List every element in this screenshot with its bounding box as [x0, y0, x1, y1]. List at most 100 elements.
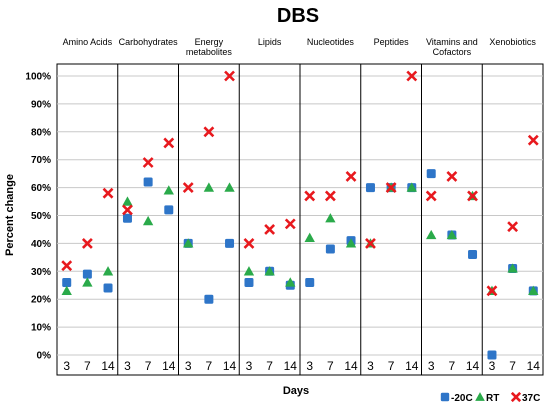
x-tick-label: 3 — [185, 359, 192, 373]
x-tick-label: 7 — [327, 359, 334, 373]
data-point-triangle — [264, 266, 275, 276]
legend-marker-triangle — [475, 392, 485, 401]
legend-label: -20C — [451, 393, 473, 404]
x-tick-label: 3 — [124, 359, 131, 373]
data-point-square — [62, 277, 72, 287]
legend-label: 37C — [522, 393, 540, 404]
y-tick-label: 80% — [31, 127, 51, 138]
data-point-triangle — [102, 266, 114, 276]
x-tick-label: 14 — [162, 359, 176, 373]
data-point-cross — [467, 190, 478, 202]
x-tick-label: 3 — [306, 359, 313, 373]
y-tick-label: 70% — [31, 155, 51, 166]
data-point-square — [365, 183, 375, 193]
category-label: Nucleotides — [307, 37, 355, 47]
data-point-cross — [224, 70, 235, 82]
data-point-triangle — [61, 285, 72, 295]
category-label: Vitamins and — [426, 37, 478, 47]
data-point-cross — [142, 157, 154, 168]
data-point-triangle — [325, 213, 336, 223]
data-point-triangle — [304, 232, 315, 242]
data-point-cross — [182, 182, 194, 194]
legend-marker-square — [440, 392, 450, 402]
data-point-triangle — [163, 185, 174, 195]
y-tick-labels: 0% 10% 20% 30% 40% 50% 60% 70% 80% 90% 100% — [25, 72, 51, 362]
x-tick-label: 14 — [405, 359, 419, 373]
data-point-triangle — [426, 229, 437, 240]
data-point-cross — [527, 134, 539, 146]
y-tick-label: 20% — [31, 295, 51, 306]
x-tick-label: 7 — [145, 359, 152, 373]
data-point-cross — [486, 285, 498, 297]
data-point-triangle — [243, 266, 255, 276]
data-point-triangle — [446, 229, 458, 240]
data-point-cross — [81, 237, 93, 249]
x-axis-label: Days — [283, 385, 309, 397]
y-tick-label: 50% — [31, 211, 51, 222]
data-points — [61, 70, 539, 360]
data-point-square — [164, 205, 174, 215]
data-point-square — [204, 294, 214, 304]
category-label: Carbohydrates — [119, 37, 179, 47]
data-point-triangle — [82, 277, 93, 287]
data-point-triangle — [122, 196, 133, 206]
data-point-cross — [425, 190, 437, 202]
x-tick-label: 7 — [206, 359, 213, 373]
category-label: Xenobiotics — [489, 37, 536, 47]
y-tick-label: 0% — [37, 351, 52, 362]
data-point-cross — [385, 182, 397, 194]
data-point-square — [244, 277, 254, 287]
data-point-triangle — [224, 182, 235, 192]
data-point-cross — [507, 221, 519, 233]
y-tick-label: 10% — [31, 323, 51, 334]
data-point-triangle — [285, 277, 296, 287]
x-tick-label: 7 — [449, 359, 456, 373]
x-tick-label: 7 — [388, 359, 395, 373]
x-tick-label: 14 — [223, 359, 237, 373]
x-tick-label: 14 — [284, 359, 298, 373]
data-point-triangle — [507, 263, 518, 273]
x-tick-label: 3 — [489, 359, 496, 373]
y-tick-label: 90% — [31, 99, 51, 110]
data-point-triangle — [183, 238, 194, 248]
x-tick-label: 14 — [101, 359, 115, 373]
data-point-triangle — [406, 182, 417, 192]
x-tick-label: 7 — [266, 359, 273, 373]
category-label: Peptides — [374, 37, 410, 47]
data-point-cross — [446, 171, 458, 182]
data-point-square — [487, 350, 497, 360]
x-tick-label: 7 — [84, 359, 91, 373]
category-label: Amino Acids — [63, 37, 113, 47]
data-point-cross — [264, 224, 276, 235]
x-tick-label: 14 — [527, 359, 541, 373]
data-point-cross — [61, 260, 73, 272]
y-axis-label: Percent change — [4, 174, 16, 256]
x-tick-label: 3 — [63, 359, 70, 373]
x-tick-label: 3 — [367, 359, 374, 373]
data-point-cross — [122, 204, 133, 216]
data-point-square — [225, 238, 235, 248]
legend-label: RT — [486, 393, 499, 404]
data-point-triangle — [528, 285, 539, 295]
y-tick-label: 60% — [31, 183, 51, 194]
x-tick-label: 14 — [344, 359, 358, 373]
data-point-square — [122, 213, 132, 223]
data-point-square — [305, 277, 315, 287]
data-point-cross — [345, 171, 357, 182]
data-point-cross — [406, 70, 418, 82]
data-point-square — [103, 283, 113, 293]
x-tick-label: 7 — [509, 359, 516, 373]
y-tick-label: 100% — [25, 72, 51, 83]
legend-marker-cross — [510, 391, 522, 403]
legend: -20C RT 37C — [440, 391, 540, 404]
category-label: metabolites — [186, 47, 233, 57]
category-label: Lipids — [258, 37, 282, 47]
category-label: Cofactors — [433, 47, 472, 57]
y-tick-label: 40% — [31, 239, 51, 250]
data-point-cross — [203, 126, 215, 138]
category-labels: Amino Acids Carbohydrates Energymetabolite… — [63, 37, 537, 57]
data-point-cross — [243, 237, 255, 249]
chart-title: DBS — [277, 5, 319, 27]
data-point-triangle — [142, 215, 154, 226]
data-point-cross — [365, 237, 376, 249]
